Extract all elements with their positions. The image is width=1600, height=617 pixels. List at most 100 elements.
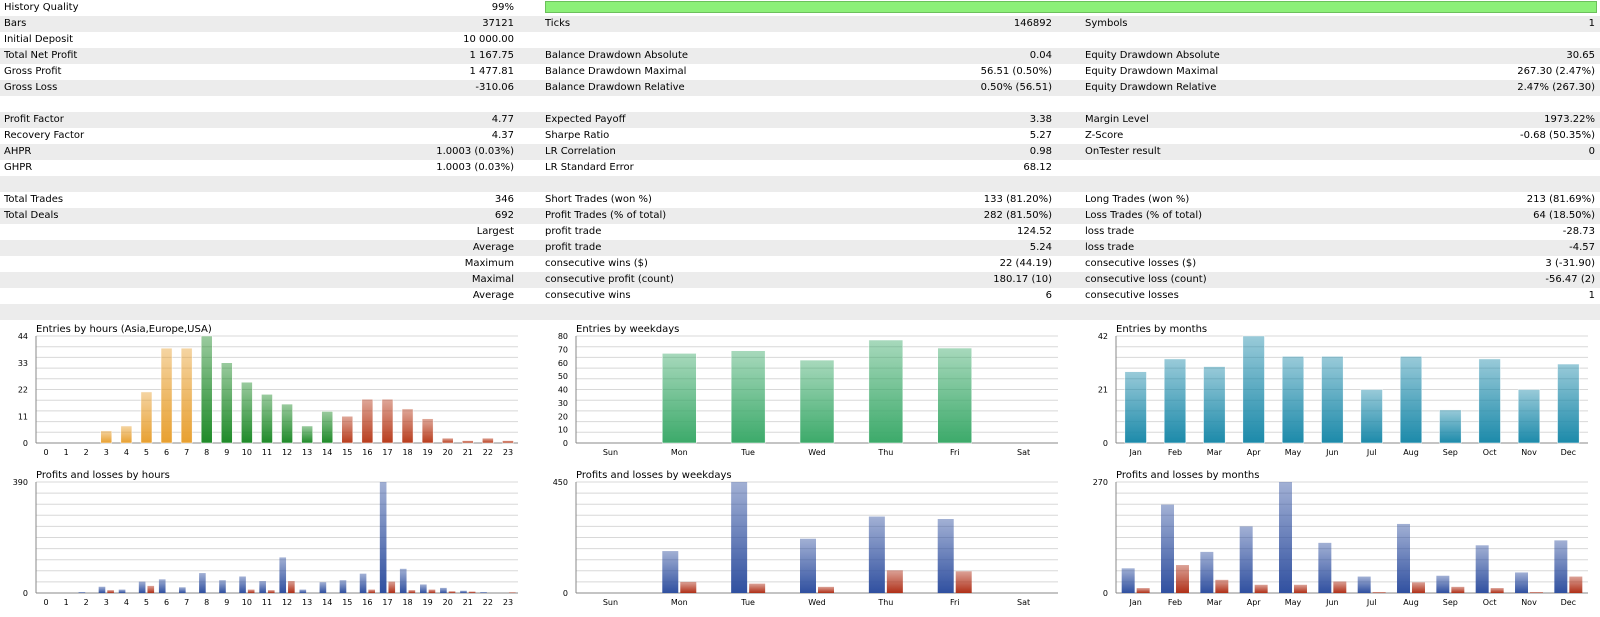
stat-value — [850, 32, 1052, 48]
x-tick-label: 6 — [164, 448, 169, 457]
x-tick-label: 2 — [84, 598, 89, 607]
x-tick-label: Mar — [1207, 448, 1223, 457]
profit-bar — [1200, 551, 1214, 593]
stat-value: 3.38 — [1029, 114, 1052, 125]
x-tick-label: Apr — [1247, 598, 1262, 607]
profit-bar — [1239, 526, 1253, 593]
profit-bar — [1475, 545, 1489, 593]
x-tick-label: 2 — [84, 448, 89, 457]
chart-bar — [200, 335, 213, 444]
stat-label: consecutive wins — [545, 290, 631, 301]
x-tick-label: 5 — [144, 448, 149, 457]
chart-bar — [868, 339, 904, 444]
loss-bar — [1254, 584, 1268, 593]
stat-label: Short Trades (won %) — [545, 194, 652, 205]
x-tick-label: 10 — [242, 448, 252, 457]
stat-label — [1085, 160, 1385, 176]
stat-value: -0.68 (50.35%) — [1520, 130, 1595, 141]
loss-bar — [1451, 586, 1465, 593]
x-tick-label: 14 — [322, 598, 332, 607]
profit-bar — [219, 580, 226, 593]
stat-label: consecutive losses ($) — [1085, 258, 1197, 269]
x-tick-label: Jun — [1325, 448, 1339, 457]
x-tick-label: Jun — [1325, 598, 1339, 607]
stat-value: 5.27 — [1029, 130, 1052, 141]
stat-value: 180.17 (10) — [993, 274, 1052, 285]
x-tick-label: 11 — [262, 598, 272, 607]
stat-label: GHPR — [4, 162, 33, 173]
loss-bar — [147, 585, 155, 593]
x-tick-label: Feb — [1168, 448, 1182, 457]
stats-row: Profit Factor 4.77 Expected Payoff 3.38 Marg… — [0, 112, 1600, 128]
stat-label: Expected Payoff — [545, 114, 626, 125]
stat-value: 2.47% (267.30) — [1517, 82, 1595, 93]
loss-bar — [1136, 588, 1150, 593]
chart-bar — [160, 347, 173, 444]
profit-bar — [480, 592, 487, 593]
stat-label: Total Net Profit — [4, 50, 78, 61]
stat-value: -28.73 — [1562, 226, 1595, 237]
profit-bar — [158, 579, 166, 593]
y-tick-label: 0 — [23, 589, 28, 598]
stat-value: 10 000.00 — [463, 34, 514, 45]
stat-value: 0 — [1588, 146, 1595, 157]
x-tick-label: Wed — [808, 448, 825, 457]
stat-label: Initial Deposit — [4, 34, 74, 45]
x-tick-label: 19 — [423, 448, 433, 457]
loss-bar — [1294, 584, 1307, 593]
stat-value: 124.52 — [1017, 226, 1052, 237]
x-tick-label: Feb — [1168, 598, 1182, 607]
chart-profits-losses-by-weekdays: Profits and losses by weekdays 0 450 Sun Mon… — [540, 465, 1070, 615]
x-tick-label: 5 — [144, 598, 149, 607]
chart-profits-losses-by-months-svg: Profits and losses by months 0 270 Jan Feb Ma… — [1093, 470, 1588, 607]
profit-bar — [199, 573, 206, 593]
y-tick-label: 0 — [1103, 439, 1108, 448]
chart-bar — [662, 353, 697, 444]
chart-bar — [1242, 335, 1265, 444]
chart-bar — [799, 359, 835, 444]
stat-value: 1.0003 (0.03%) — [436, 162, 514, 173]
x-tick-label: Tue — [740, 598, 755, 607]
loss-bar — [955, 571, 972, 593]
x-tick-label: Apr — [1247, 448, 1262, 457]
chart-bar — [341, 416, 354, 444]
x-tick-label: Mon — [671, 448, 688, 457]
stat-value: 64 (18.50%) — [1533, 210, 1595, 221]
stat-value: 1 — [1588, 18, 1595, 29]
loss-bar — [749, 583, 766, 593]
x-tick-label: Oct — [1483, 448, 1497, 457]
stat-value: 30.65 — [1566, 50, 1595, 61]
x-tick-label: 18 — [402, 598, 412, 607]
y-tick-label: 80 — [558, 332, 568, 341]
stat-value: 4.77 — [491, 114, 514, 125]
chart-bar — [1399, 356, 1423, 444]
x-tick-label: 3 — [104, 448, 109, 457]
loss-bar — [1372, 592, 1386, 593]
stat-label: Equity Drawdown Absolute — [1085, 50, 1220, 61]
chart-profits-losses-by-hours: Profits and losses by hours 0 390 0 1 2 3 4 5 6 7 8… — [0, 465, 530, 615]
stat-value: Maximal — [471, 274, 514, 285]
x-tick-label: 20 — [443, 448, 453, 457]
stats-row: Recovery Factor 4.37 Sharpe Ratio 5.27 Z-Sco… — [0, 128, 1600, 144]
x-tick-label: Sep — [1443, 448, 1458, 457]
stat-value — [1390, 96, 1595, 112]
profit-bar — [440, 587, 447, 593]
profit-bar — [868, 516, 885, 593]
y-tick-label: 0 — [563, 589, 568, 598]
y-tick-label: 60 — [558, 359, 568, 368]
chart-bar — [1281, 356, 1305, 444]
profit-bar — [279, 557, 287, 593]
x-tick-label: 19 — [423, 598, 433, 607]
loss-bar — [1215, 579, 1229, 593]
stat-value: 4.37 — [491, 130, 514, 141]
stat-label: Z-Score — [1085, 130, 1124, 141]
stats-row: Gross Loss -310.06 Balance Drawdown Relati… — [0, 80, 1600, 96]
stat-label: consecutive loss (count) — [1085, 274, 1207, 285]
profit-bar — [1121, 568, 1135, 593]
stat-label: consecutive profit (count) — [545, 274, 674, 285]
stat-value — [1390, 160, 1595, 176]
x-tick-label: Aug — [1403, 598, 1419, 607]
stat-value: Average — [472, 242, 514, 253]
stat-value: 0.98 — [1029, 146, 1052, 157]
x-tick-label: Jul — [1366, 448, 1377, 457]
